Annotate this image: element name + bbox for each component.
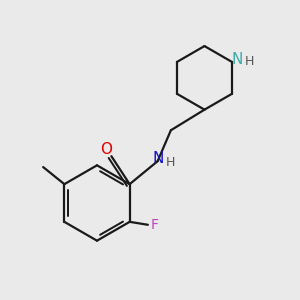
- Text: F: F: [150, 218, 158, 232]
- Text: H: H: [165, 156, 175, 169]
- Text: N: N: [231, 52, 243, 67]
- Text: H: H: [245, 56, 254, 68]
- Text: N: N: [152, 151, 164, 166]
- Text: O: O: [100, 142, 112, 157]
